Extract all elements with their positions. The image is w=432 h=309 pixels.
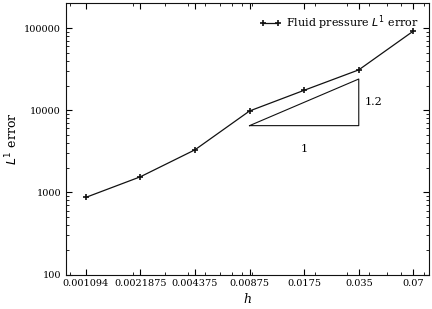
Text: 1: 1 xyxy=(301,144,308,154)
Legend: Fluid pressure $L^1$ error: Fluid pressure $L^1$ error xyxy=(255,9,423,36)
Text: 1.2: 1.2 xyxy=(365,97,383,107)
Y-axis label: $L^1$ error: $L^1$ error xyxy=(3,113,20,165)
X-axis label: h: h xyxy=(243,293,251,306)
